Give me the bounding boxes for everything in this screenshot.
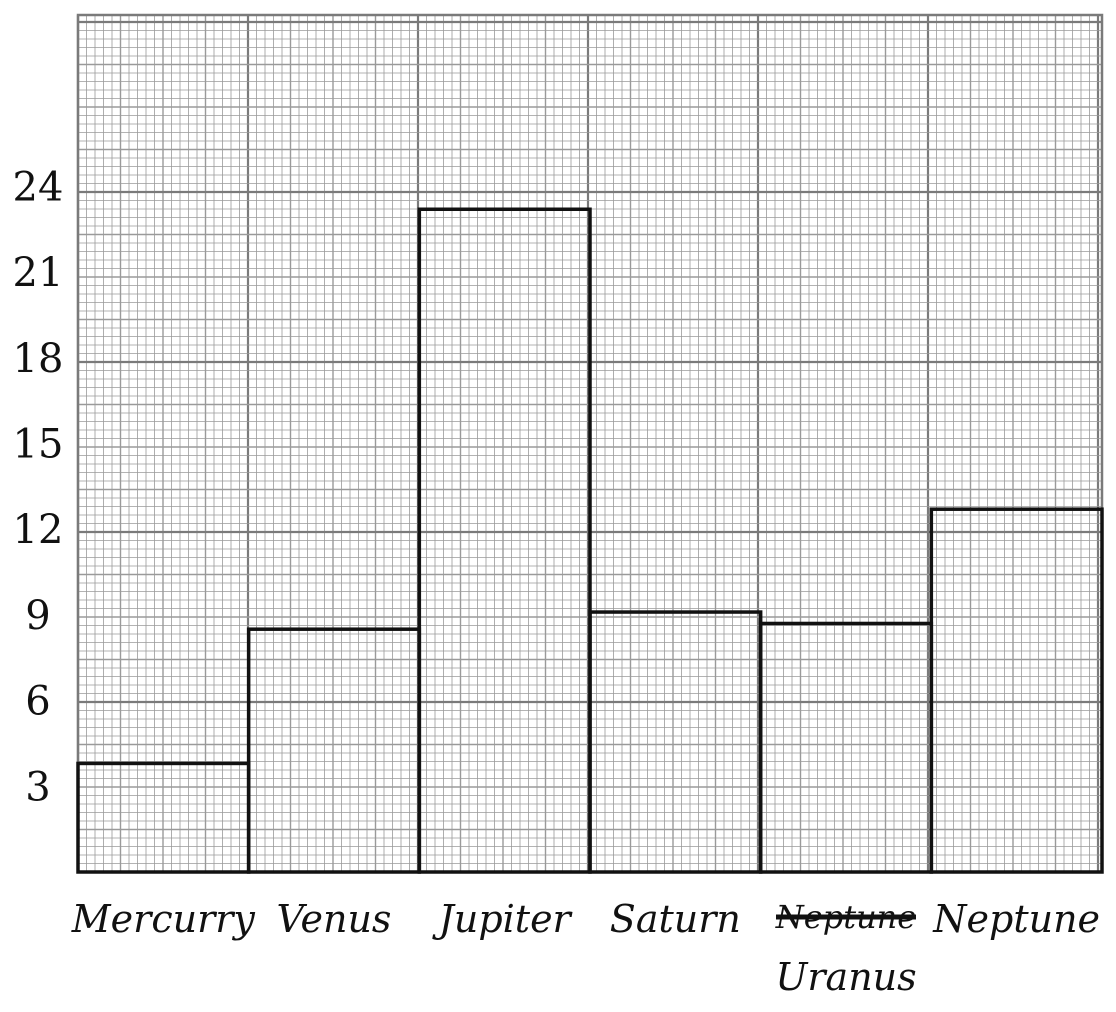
category-label-mercurry: Mercurry	[71, 897, 256, 941]
bar-venus	[246, 627, 422, 874]
category-label-jupiter: Jupiter	[432, 897, 574, 941]
bar-neptune	[929, 507, 1104, 874]
y-tick-labels: 3 6 9 12 15 18 21 24	[13, 164, 64, 810]
y-tick-label: 15	[13, 422, 64, 468]
y-tick-label: 6	[25, 679, 50, 725]
y-tick-label: 9	[25, 593, 50, 639]
category-label-uranus: Uranus	[775, 955, 916, 999]
y-tick-label: 21	[13, 250, 64, 296]
y-tick-label: 12	[13, 507, 64, 553]
y-tick-label: 3	[25, 764, 50, 810]
bar-jupiter	[417, 207, 592, 874]
y-tick-label: 24	[13, 164, 64, 210]
category-label-venus: Venus	[277, 897, 392, 941]
bars-group	[76, 207, 1104, 874]
category-labels: Mercurry Venus Jupiter SaturnUranusNeptuneN…	[71, 897, 1100, 999]
category-label-neptune: Neptune	[932, 897, 1100, 941]
category-label-saturn: Saturn	[610, 897, 741, 941]
y-tick-label: 18	[13, 336, 64, 382]
bar-uranus	[758, 621, 934, 874]
